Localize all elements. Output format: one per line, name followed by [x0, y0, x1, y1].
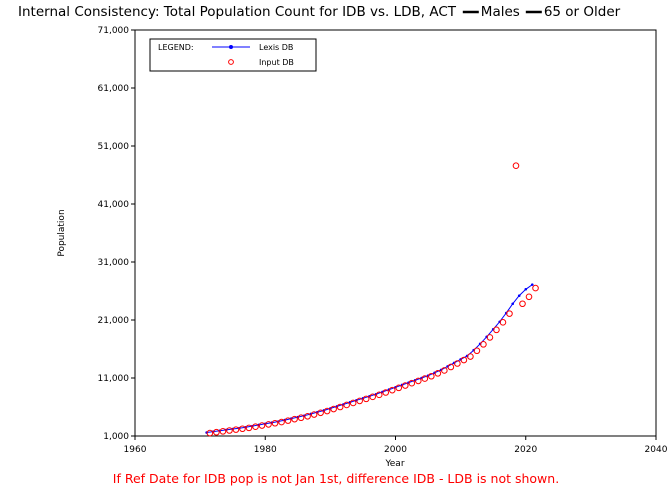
chart-title: Internal Consistency: Total Population C… [18, 4, 457, 20]
y-axis-title: Population [57, 209, 67, 256]
input-db-point [428, 372, 435, 380]
input-db-point [297, 414, 305, 422]
input-db-point [395, 384, 403, 392]
legend-label-input-db: Input DB [259, 58, 294, 67]
legend-label-lexis-db: Lexis DB [259, 43, 293, 52]
input-db-point [460, 356, 468, 364]
input-db-point [519, 300, 526, 308]
input-db-point [356, 397, 363, 405]
x-axis: 1960 1980 2000 2020 2040 [124, 436, 668, 455]
y-tick-label: 71,000 [98, 26, 130, 36]
series-line-lexis-db [206, 284, 533, 433]
y-tick-label: 1,000 [103, 432, 129, 442]
input-db-point [258, 422, 266, 429]
input-db-point [421, 375, 429, 382]
lexis-db-point [530, 283, 534, 286]
input-db-point [532, 284, 539, 292]
input-db-point [317, 409, 324, 417]
input-db-point [486, 334, 494, 341]
input-db-point [219, 428, 227, 435]
input-db-point [512, 162, 520, 170]
input-db-point [304, 412, 311, 420]
input-db-point [226, 427, 233, 434]
legend-box [149, 38, 317, 72]
legend-title: LEGEND: [158, 43, 194, 52]
input-db-point [343, 401, 350, 409]
x-tick-label: 2040 [645, 445, 668, 455]
legend-marker-input-db [228, 59, 234, 65]
input-db-point [493, 326, 500, 334]
input-db-point [291, 415, 298, 423]
input-db-point [369, 393, 377, 401]
input-db-point [525, 293, 533, 301]
input-db-point [447, 363, 455, 371]
input-db-point [473, 347, 481, 355]
input-db-point [310, 411, 318, 418]
input-db-point [239, 425, 246, 433]
plot-frame [134, 29, 657, 437]
input-db-point [349, 399, 357, 407]
input-db-point [336, 403, 344, 411]
input-db-point [206, 429, 214, 437]
input-db-point [441, 367, 448, 374]
x-tick-label: 2000 [384, 445, 407, 455]
input-db-point [271, 419, 279, 427]
legend-marker-lexis-db [229, 45, 233, 49]
input-db-point [408, 379, 416, 387]
input-db-point [284, 417, 292, 424]
input-db-point [480, 341, 487, 348]
x-tick-label: 1960 [124, 445, 147, 455]
input-db-point [388, 386, 396, 394]
y-tick-label: 11,000 [98, 374, 130, 384]
input-db-point [265, 421, 272, 428]
y-tick-label: 21,000 [98, 316, 130, 326]
x-axis-title: Year [384, 459, 404, 469]
series-lexis-db [205, 283, 534, 434]
lexis-db-point [511, 302, 515, 306]
footnote: If Ref Date for IDB pop is not Jan 1st, … [113, 471, 559, 486]
y-tick-label: 51,000 [98, 142, 130, 152]
input-db-point [382, 389, 390, 396]
input-db-point [467, 353, 474, 360]
input-db-point [245, 424, 253, 432]
x-tick-label: 1980 [254, 445, 277, 455]
input-db-point [323, 407, 331, 415]
lexis-db-point [517, 294, 521, 297]
input-db-point [401, 382, 409, 389]
input-db-point [454, 360, 461, 367]
input-db-point [330, 405, 337, 413]
lexis-db-point [524, 287, 528, 291]
y-axis: 1,000 11,000 21,000 31,000 41,000 51,000 61,00… [98, 26, 135, 442]
input-db-point [362, 395, 370, 403]
input-db-point [506, 310, 513, 317]
y-tick-label: 41,000 [98, 200, 130, 210]
legend: LEGEND: Lexis DB Input DB [149, 38, 317, 72]
x-tick-label: 2020 [514, 445, 537, 455]
title-legend-label-males: Males [481, 4, 520, 20]
input-db-point [499, 319, 507, 326]
input-db-point [213, 428, 220, 436]
series-input-db [206, 162, 539, 437]
y-tick-label: 61,000 [98, 84, 130, 94]
input-db-point [232, 426, 240, 433]
input-db-point [414, 377, 422, 385]
title-legend-label-65-or-older: 65 or Older [544, 4, 621, 20]
input-db-point [375, 391, 383, 399]
y-tick-label: 31,000 [98, 258, 130, 268]
input-db-point [434, 370, 442, 377]
input-db-point [278, 418, 285, 426]
input-db-point [252, 423, 259, 431]
